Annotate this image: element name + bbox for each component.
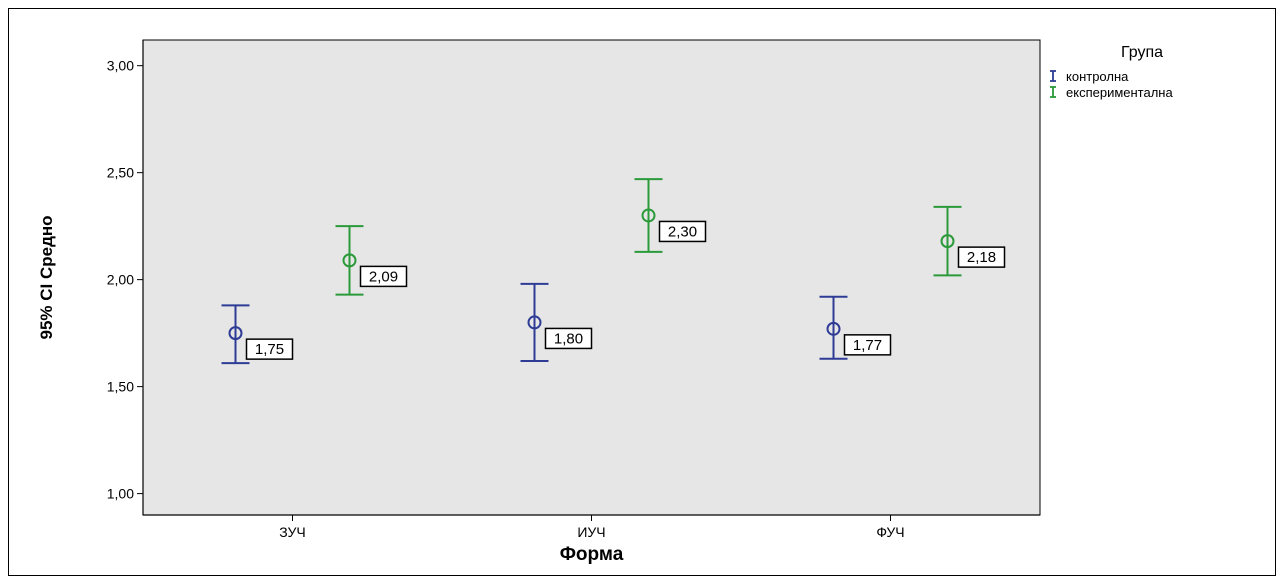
y-tick-label: 2,00 — [107, 272, 134, 288]
data-label-box — [245, 338, 294, 360]
data-label: 1,75 — [245, 338, 294, 360]
y-axis: 1,00 1,50 2,00 2,50 3,00 — [107, 40, 144, 515]
data-label: 2,30 — [658, 220, 707, 243]
data-label-text: 1,75 — [255, 341, 284, 358]
data-label: 2,09 — [359, 265, 408, 288]
mean-marker — [228, 326, 243, 341]
x-tick-label: ЗУЧ — [279, 524, 306, 540]
data-label-text: 2,09 — [369, 268, 398, 285]
data-label-text: 1,80 — [554, 330, 583, 347]
data-label-text: 1,77 — [853, 337, 882, 354]
y-tick-label: 3,00 — [107, 58, 134, 74]
data-label: 1,80 — [544, 327, 593, 350]
legend-title: Група — [1121, 44, 1163, 61]
plot-area — [142, 39, 1041, 516]
data-label-text: 2,30 — [668, 223, 697, 240]
data-label-box — [544, 327, 593, 350]
mean-marker — [826, 321, 841, 336]
error-bar-group: 1,80 — [520, 282, 593, 362]
x-tick-label: ИУЧ — [577, 524, 605, 540]
mean-marker — [641, 208, 656, 223]
x-tick-label: ФУЧ — [876, 524, 904, 540]
error-bar-group: 2,30 — [634, 178, 707, 253]
y-axis-title: 95% CI Средно — [37, 215, 56, 339]
y-tick-label: 2,50 — [107, 165, 134, 181]
legend-label: експериментална — [1066, 85, 1173, 100]
data-label-box — [843, 334, 892, 356]
mean-marker — [940, 234, 955, 249]
data-label: 2,18 — [957, 246, 1006, 268]
legend-item: контролна — [1050, 69, 1129, 84]
x-axis-title: Форма — [560, 544, 624, 565]
legend-item: експериментална — [1050, 85, 1173, 100]
x-axis: ЗУЧ ИУЧ ФУЧ — [143, 514, 1040, 540]
error-bar-group: 1,75 — [221, 304, 294, 365]
y-tick-label: 1,50 — [107, 379, 134, 395]
error-bar-group: 2,09 — [335, 225, 408, 296]
data-marks: 1,75 1,80 1,77 2,09 2,30 2,18 — [221, 178, 1006, 365]
error-bar-group: 2,18 — [933, 205, 1006, 277]
data-label-box — [658, 220, 707, 243]
mean-marker — [527, 315, 542, 330]
data-label-box — [359, 265, 408, 288]
data-label-box — [957, 246, 1006, 268]
data-label-text: 2,18 — [967, 249, 996, 266]
error-bar-group: 1,77 — [819, 295, 892, 360]
legend-label: контролна — [1066, 69, 1129, 84]
mean-marker — [342, 253, 357, 268]
y-tick-label: 1,00 — [107, 486, 134, 502]
data-label: 1,77 — [843, 334, 892, 356]
